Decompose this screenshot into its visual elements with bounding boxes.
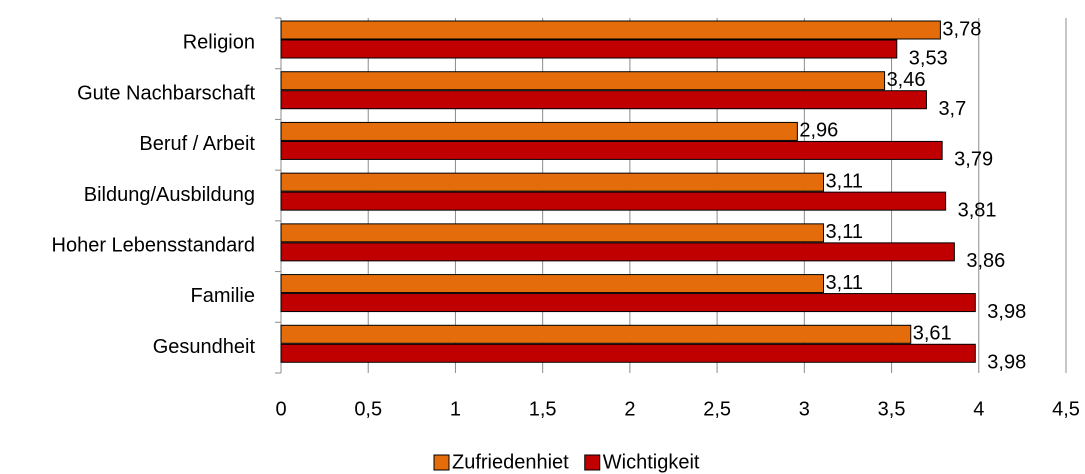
value-label: 3,53 xyxy=(909,47,948,69)
x-tick-label: 2 xyxy=(624,398,635,420)
y-tick-label: Beruf / Arbeit xyxy=(139,133,255,155)
bar xyxy=(280,343,976,363)
bar xyxy=(280,121,798,141)
x-tick-label: 3 xyxy=(799,398,810,420)
bar xyxy=(280,172,825,192)
y-tick-label: Bildung/Ausbildung xyxy=(84,184,255,206)
x-tick-label: 1,5 xyxy=(529,398,557,420)
bar xyxy=(280,140,943,160)
value-label: 3,61 xyxy=(913,323,952,345)
bar xyxy=(280,71,886,91)
value-label: 3,98 xyxy=(987,352,1026,374)
bar xyxy=(280,293,976,313)
x-tick-label: 1 xyxy=(450,398,461,420)
value-label: 3,11 xyxy=(826,170,863,192)
bar xyxy=(280,242,955,262)
x-tick-label: 3,5 xyxy=(878,398,906,420)
x-tick-label: 4 xyxy=(973,398,984,420)
legend-label: Wichtigkeit xyxy=(603,451,700,473)
value-label: 3,86 xyxy=(966,250,1005,272)
value-label: 3,11 xyxy=(826,221,863,243)
value-label: 3,78 xyxy=(942,18,981,40)
legend-swatch xyxy=(433,454,450,471)
value-label: 3,98 xyxy=(987,301,1026,323)
bar xyxy=(280,20,941,40)
bar xyxy=(280,90,927,110)
y-tick-label: Hoher Lebensstandard xyxy=(52,234,255,256)
y-tick-label: Gesundheit xyxy=(153,336,256,358)
y-tick-label: Religion xyxy=(183,32,255,54)
value-label: 3,11 xyxy=(826,272,863,294)
x-tick-label: 0 xyxy=(275,398,286,420)
bar xyxy=(280,324,912,344)
bar xyxy=(280,223,825,243)
y-tick-label: Gute Nachbarschaft xyxy=(77,82,255,104)
value-label: 3,7 xyxy=(938,98,966,120)
bar xyxy=(280,274,825,294)
legend-swatch xyxy=(584,454,601,471)
value-label: 3,81 xyxy=(958,199,997,221)
legend-label: Zufriedenhiet xyxy=(452,451,569,473)
x-tick-label: 4,5 xyxy=(1052,398,1080,420)
x-tick-label: 2,5 xyxy=(703,398,731,420)
bar xyxy=(280,39,898,59)
value-label: 3,46 xyxy=(887,69,926,91)
y-tick-label: Familie xyxy=(191,285,255,307)
value-label: 2,96 xyxy=(799,120,838,142)
bar xyxy=(280,191,947,211)
value-label: 3,79 xyxy=(954,149,993,171)
x-tick-label: 0,5 xyxy=(354,398,382,420)
